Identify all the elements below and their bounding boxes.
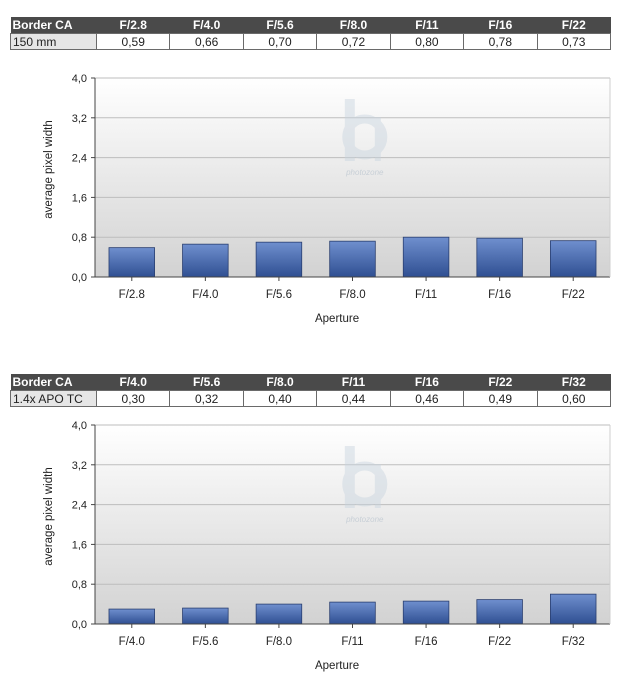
y-tick-label: 1,6 xyxy=(72,192,87,204)
table-header-aperture: F/8.0 xyxy=(316,17,391,34)
y-tick-label: 0,0 xyxy=(72,272,87,284)
table-header-aperture: F/16 xyxy=(390,374,464,391)
y-tick-label: 0,0 xyxy=(72,619,87,631)
table-header-row: Border CA F/4.0 F/5.6 F/8.0 F/11 F/16 F/… xyxy=(10,374,611,391)
table-cell-value: 0,46 xyxy=(389,390,465,407)
table-header-aperture: F/32 xyxy=(537,374,611,391)
x-tick-label: F/22 xyxy=(488,636,511,648)
table-header-aperture: F/22 xyxy=(537,17,611,34)
x-axis-label: Aperture xyxy=(315,313,359,325)
x-tick-label: F/16 xyxy=(415,636,438,648)
table-cell-value: 0,30 xyxy=(95,390,171,407)
table-header-aperture: F/16 xyxy=(463,17,538,34)
table-row: 1.4x APO TC 0,30 0,32 0,40 0,44 0,46 0,4… xyxy=(10,390,612,407)
photozone-logo: photozone xyxy=(342,99,388,177)
bar xyxy=(402,236,450,278)
table-header-aperture: F/4.0 xyxy=(169,17,244,34)
logo-ring xyxy=(342,114,388,160)
y-axis-label: average pixel width xyxy=(43,120,55,218)
bar xyxy=(108,608,155,625)
table-cell-value: 0,78 xyxy=(463,33,538,50)
bar xyxy=(550,240,597,278)
x-tick-label: F/4.0 xyxy=(119,636,145,648)
y-axis-label: average pixel width xyxy=(43,467,55,565)
logo-bar xyxy=(374,464,381,508)
x-tick-label: F/2.8 xyxy=(119,289,145,301)
table-cell-value: 0,60 xyxy=(536,390,612,407)
table-cell-value: 0,73 xyxy=(536,33,612,50)
logo-ring xyxy=(342,461,388,507)
table-header-label: Border CA xyxy=(10,17,97,34)
table-header-aperture: F/5.6 xyxy=(243,17,317,34)
x-tick-label: F/8.0 xyxy=(266,636,292,648)
x-tick-label: F/5.6 xyxy=(266,289,292,301)
bar xyxy=(255,241,303,278)
plot-area: 0,0 0,8 1,6 2,4 3,2 4,0 photozone F/4.0 F/5.6 F/8… xyxy=(43,420,611,672)
x-tick-label: F/5.6 xyxy=(192,636,218,648)
y-tick-label: 3,2 xyxy=(72,460,87,472)
x-tick-label: F/16 xyxy=(488,289,511,301)
y-tick-label: 3,2 xyxy=(72,113,87,125)
table-header-aperture: F/5.6 xyxy=(169,374,244,391)
table-cell-value: 0,66 xyxy=(169,33,244,50)
table-header-aperture: F/2.8 xyxy=(96,17,170,34)
bar xyxy=(476,237,523,278)
y-tick-label: 2,4 xyxy=(72,500,87,512)
table-cell-value: 0,40 xyxy=(242,390,318,407)
y-tick-label: 4,0 xyxy=(72,73,87,85)
table-row: 150 mm 0,59 0,66 0,70 0,72 0,80 0,78 0,7… xyxy=(10,33,612,50)
table-header-aperture: F/11 xyxy=(390,17,464,34)
y-tick-label: 1,6 xyxy=(72,539,87,551)
table-cell-value: 0,70 xyxy=(242,33,318,50)
y-tick-label: 0,8 xyxy=(72,579,87,591)
ca-table-2: Border CA F/4.0 F/5.6 F/8.0 F/11 F/16 F/… xyxy=(10,374,612,407)
table-header-aperture: F/22 xyxy=(463,374,538,391)
y-tick-label: 0,8 xyxy=(72,232,87,244)
x-tick-label: F/32 xyxy=(562,636,585,648)
bar xyxy=(329,240,376,278)
logo-bar xyxy=(344,446,355,508)
table-cell-value: 0,32 xyxy=(169,390,244,407)
table-row-label: 150 mm xyxy=(10,33,97,50)
x-tick-label: F/11 xyxy=(341,636,363,648)
bar xyxy=(476,599,523,625)
plot-background xyxy=(95,425,610,624)
plot-area: 0,0 0,8 1,6 2,4 3,2 4,0 photozone F/2.8 F/4.0 F/5… xyxy=(43,73,611,325)
y-tick-label: 2,4 xyxy=(72,153,87,165)
y-tick-label: 4,0 xyxy=(72,420,87,432)
ca-table-1: Border CA F/2.8 F/4.0 F/5.6 F/8.0 F/11 F… xyxy=(10,17,612,50)
table-header-aperture: F/8.0 xyxy=(243,374,317,391)
watermark-text: photozone xyxy=(345,515,384,524)
bar xyxy=(329,601,376,625)
logo-bar xyxy=(344,99,355,161)
bar xyxy=(182,243,229,278)
x-tick-label: F/11 xyxy=(415,289,437,301)
table-header-aperture: F/4.0 xyxy=(96,374,170,391)
table-cell-value: 0,80 xyxy=(389,33,465,50)
x-axis-label: Aperture xyxy=(315,660,359,672)
bar xyxy=(402,600,450,625)
bar xyxy=(182,607,229,625)
logo-bar xyxy=(374,117,381,161)
bar xyxy=(108,247,155,278)
table-row-label: 1.4x APO TC xyxy=(10,390,97,407)
x-tick-label: F/4.0 xyxy=(192,289,218,301)
bar xyxy=(550,593,597,625)
table-header-aperture: F/11 xyxy=(316,374,391,391)
x-tick-label: F/22 xyxy=(562,289,585,301)
bar-chart-1: 0,0 0,8 1,6 2,4 3,2 4,0 photozone F/2.8 F/4.0 F/5… xyxy=(43,73,611,325)
photozone-logo: photozone xyxy=(342,446,388,524)
table-header-row: Border CA F/2.8 F/4.0 F/5.6 F/8.0 F/11 F… xyxy=(10,17,611,34)
watermark-text: photozone xyxy=(345,168,384,177)
table-cell-value: 0,59 xyxy=(95,33,171,50)
bar xyxy=(255,603,303,625)
x-tick-label: F/8.0 xyxy=(339,289,365,301)
table-header-label: Border CA xyxy=(10,374,97,391)
